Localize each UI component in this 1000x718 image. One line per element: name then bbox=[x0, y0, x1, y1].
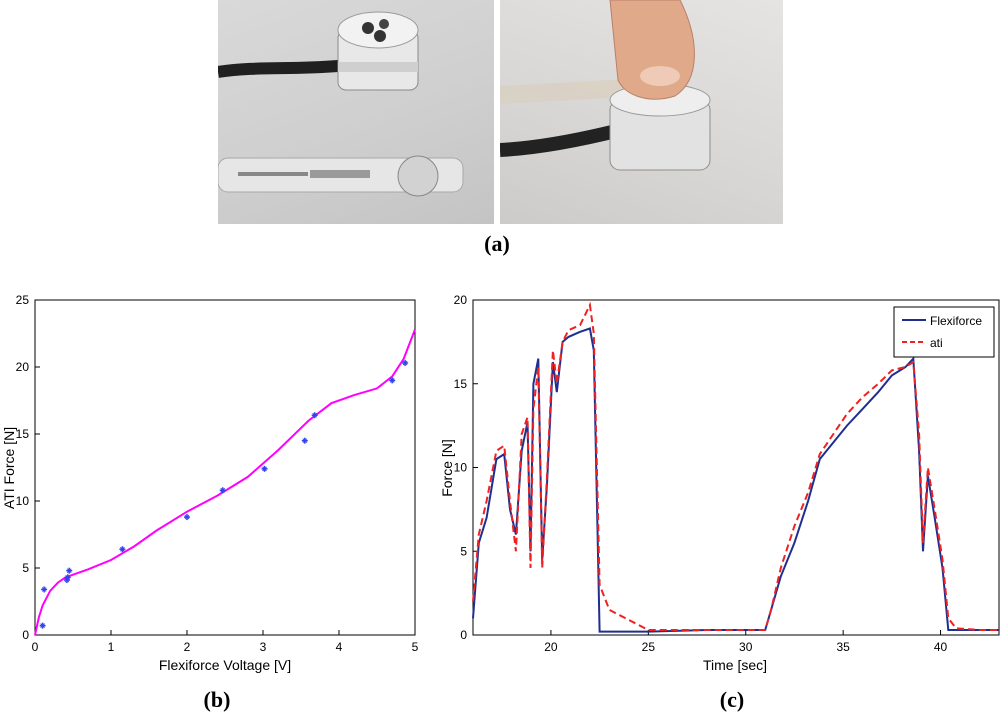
x-tick-label: 40 bbox=[934, 640, 948, 654]
legend-label-ati: ati bbox=[930, 336, 943, 350]
y-tick-label: 15 bbox=[454, 377, 468, 391]
plot-c-frame bbox=[472, 299, 1000, 636]
y-tick-label: 10 bbox=[454, 461, 468, 475]
data-point bbox=[39, 622, 46, 629]
photo-finger-press bbox=[500, 0, 783, 224]
y-tick-label: 10 bbox=[16, 494, 30, 508]
x-axis-label: Time [sec] bbox=[703, 657, 767, 673]
y-axis-label: ATI Force [N] bbox=[1, 427, 17, 509]
legend-box bbox=[893, 306, 995, 358]
data-point bbox=[301, 437, 308, 444]
data-point bbox=[261, 465, 268, 472]
y-tick-label: 20 bbox=[16, 360, 30, 374]
x-tick-label: 25 bbox=[642, 640, 656, 654]
photo-sensors bbox=[218, 0, 494, 224]
data-point bbox=[41, 586, 48, 593]
series-ati bbox=[472, 301, 999, 631]
x-axis-label: Flexiforce Voltage [V] bbox=[159, 657, 291, 673]
y-axis-label: Force [N] bbox=[439, 439, 455, 497]
finger-press-photo-icon bbox=[500, 0, 711, 171]
data-point bbox=[402, 359, 409, 366]
y-tick-label: 5 bbox=[460, 544, 467, 558]
x-tick-label: 0 bbox=[32, 640, 39, 654]
fit-curve bbox=[34, 329, 416, 636]
y-tick-label: 5 bbox=[22, 561, 29, 575]
plot-c-ticks: 20 25 30 35 40 0 5 10 15 20 bbox=[454, 293, 948, 654]
plot-b-ticks: 0 1 2 3 4 5 0 5 10 15 20 25 bbox=[16, 293, 419, 654]
data-point bbox=[66, 567, 73, 574]
y-tick-label: 0 bbox=[460, 628, 467, 642]
x-tick-label: 4 bbox=[336, 640, 343, 654]
caption-b: (b) bbox=[203, 687, 231, 712]
cable-icon bbox=[500, 123, 622, 157]
data-point bbox=[219, 487, 226, 494]
caption-c: (c) bbox=[719, 687, 745, 712]
legend: Flexiforce ati bbox=[893, 306, 995, 358]
y-tick-label: 15 bbox=[16, 427, 30, 441]
data-point bbox=[389, 377, 396, 384]
x-tick-label: 20 bbox=[544, 640, 558, 654]
y-tick-label: 0 bbox=[22, 628, 29, 642]
caption-a: (a) bbox=[484, 231, 510, 256]
series-flexiforce bbox=[472, 327, 999, 633]
plot-b-frame bbox=[34, 299, 416, 636]
data-point bbox=[119, 546, 126, 553]
x-tick-label: 3 bbox=[260, 640, 267, 654]
sensors-photo-icon bbox=[218, 11, 464, 197]
legend-label-flexiforce: Flexiforce bbox=[930, 314, 982, 328]
cable-icon bbox=[218, 60, 339, 78]
data-point bbox=[63, 577, 70, 584]
x-tick-label: 5 bbox=[412, 640, 419, 654]
y-tick-label: 25 bbox=[16, 293, 30, 307]
data-point bbox=[184, 514, 190, 521]
data-point bbox=[64, 574, 71, 581]
x-tick-label: 1 bbox=[108, 640, 115, 654]
y-tick-label: 20 bbox=[454, 293, 468, 307]
x-tick-label: 2 bbox=[184, 640, 191, 654]
data-point bbox=[311, 412, 318, 419]
x-tick-label: 30 bbox=[739, 640, 753, 654]
data-points bbox=[39, 359, 409, 629]
x-tick-label: 35 bbox=[836, 640, 850, 654]
